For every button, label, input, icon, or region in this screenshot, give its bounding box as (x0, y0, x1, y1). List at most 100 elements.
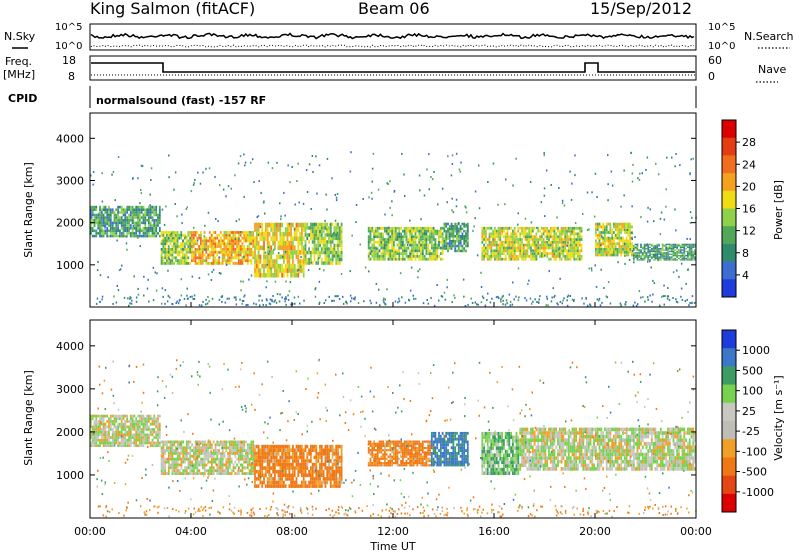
velocity-band-1 (161, 441, 254, 476)
velocity-colorbar-swatch (722, 385, 736, 404)
power-ytick-label: 4000 (56, 132, 84, 145)
velocity-panel (90, 359, 697, 518)
power-colorbar-swatch (722, 244, 736, 262)
station-title: King Salmon (fitACF) (90, 0, 255, 18)
time-tick-label: 00:00 (680, 525, 712, 538)
power-colorbar-label: 16 (742, 203, 756, 216)
power-colorbar-swatch (722, 209, 736, 227)
power-colorbar: 28 24 20 16 12 8 4 (722, 120, 756, 298)
velocity-ytick-label: 1000 (56, 469, 84, 482)
cpid-label: CPID (8, 92, 37, 105)
time-tick-label: 12:00 (377, 525, 409, 538)
velocity-colorbar-swatch (722, 366, 736, 385)
velocity-colorbar: 1000 500 100 25 -25 -100 -500 -1000 (722, 330, 774, 513)
nsearch-trace (91, 45, 694, 47)
power-ytick-label: 3000 (56, 174, 84, 187)
freq-label-1: Freq. (5, 55, 32, 68)
time-tick-label: 00:00 (74, 525, 106, 538)
power-panel-frame (90, 113, 696, 307)
power-band-6 (444, 223, 469, 253)
velocity-colorbar-swatch (722, 476, 736, 495)
velocity-band-5 (481, 432, 519, 475)
power-colorbar-swatch (722, 226, 736, 244)
nsky-trace (91, 33, 694, 38)
velocity-colorbar-swatch (722, 348, 736, 367)
power-colorbar-swatch (722, 155, 736, 173)
freq-label-2: [MHz] (3, 68, 35, 81)
velocity-colorbar-label: -25 (742, 425, 760, 438)
velocity-band-6 (519, 428, 696, 471)
power-colorbar-swatch (722, 120, 736, 138)
velocity-colorbar-swatch (722, 403, 736, 422)
cpid-text: normalsound (fast) -157 RF (96, 94, 266, 107)
velocity-ytick-label: 3000 (56, 383, 84, 396)
power-colorbar-swatch (722, 138, 736, 156)
power-colorbar-label: 24 (742, 158, 756, 171)
freq-tick-top: 18 (62, 54, 76, 67)
power-band-0 (90, 206, 161, 238)
velocity-colorbar-swatch (722, 330, 736, 349)
power-colorbar-label: 28 (742, 136, 756, 149)
power-band-3 (254, 223, 304, 278)
power-band-5 (368, 227, 444, 261)
power-ylabel: Slant Range [km] (22, 162, 35, 258)
velocity-colorbar-swatch (722, 439, 736, 458)
velocity-colorbar-swatch (722, 494, 736, 513)
noise-left-tick-top: 10^5 (55, 22, 82, 33)
nsearch-label: N.Search (744, 30, 794, 43)
time-tick-label: 04:00 (175, 525, 207, 538)
beam-title: Beam 06 (358, 0, 430, 18)
power-colorbar-label: 8 (742, 247, 749, 260)
time-tick-label: 20:00 (579, 525, 611, 538)
velocity-colorbar-swatch (722, 457, 736, 476)
velocity-band-0 (90, 415, 161, 447)
velocity-colorbar-label: -500 (742, 466, 767, 479)
velocity-colorbar-label: 500 (742, 364, 763, 377)
noise-right-tick-bottom: 10^0 (708, 41, 735, 52)
power-band-9 (633, 244, 696, 261)
power-colorbar-swatch (722, 173, 736, 191)
power-ytick-label: 1000 (56, 259, 84, 272)
velocity-colorbar-label: 25 (742, 405, 756, 418)
power-band-4 (305, 223, 343, 265)
power-colorbar-label: 20 (742, 180, 756, 193)
nave-label: Nave (758, 63, 786, 76)
power-band-7 (481, 227, 582, 261)
power-ytick-label: 2000 (56, 217, 84, 230)
time-tick-label: 08:00 (276, 525, 308, 538)
time-axis-label: Time UT (369, 540, 415, 553)
time-tick-label: 16:00 (478, 525, 510, 538)
nsky-label: N.Sky (4, 30, 36, 43)
power-ground-band (96, 294, 695, 307)
velocity-ytick-label: 4000 (56, 340, 84, 353)
power-band-2 (191, 231, 254, 265)
time-axis-ticks: 00:00 04:00 08:00 12:00 16:00 20:00 00:00 (74, 302, 712, 538)
date-title: 15/Sep/2012 (590, 0, 692, 18)
power-colorbar-swatch (722, 279, 736, 297)
power-colorbar-label: 4 (742, 269, 749, 282)
velocity-colorbar-label: Velocity [m s⁻¹] (772, 375, 785, 460)
freq-panel-frame (90, 56, 696, 80)
freq-tick-bottom: 8 (68, 70, 75, 83)
velocity-band-2 (254, 445, 342, 488)
power-panel (90, 151, 697, 307)
velocity-colorbar-swatch (722, 421, 736, 440)
nave-tick-bottom: 0 (708, 70, 715, 83)
nave-tick-top: 60 (708, 54, 722, 67)
freq-trace (91, 63, 695, 72)
noise-left-tick-bottom: 10^0 (55, 41, 82, 52)
velocity-ylabel: Slant Range [km] (22, 370, 35, 466)
power-colorbar-label: 12 (742, 225, 756, 238)
power-colorbar-label: Power [dB] (772, 180, 785, 240)
noise-right-tick-top: 10^5 (708, 22, 735, 33)
velocity-colorbar-label: -1000 (742, 486, 774, 499)
velocity-colorbar-label: -100 (742, 445, 767, 458)
velocity-colorbar-label: 1000 (742, 344, 770, 357)
power-colorbar-swatch (722, 191, 736, 209)
velocity-ground-band (98, 505, 697, 518)
power-colorbar-swatch (722, 262, 736, 280)
velocity-colorbar-label: 100 (742, 385, 763, 398)
velocity-ytick-label: 2000 (56, 426, 84, 439)
power-band-8 (595, 223, 633, 257)
